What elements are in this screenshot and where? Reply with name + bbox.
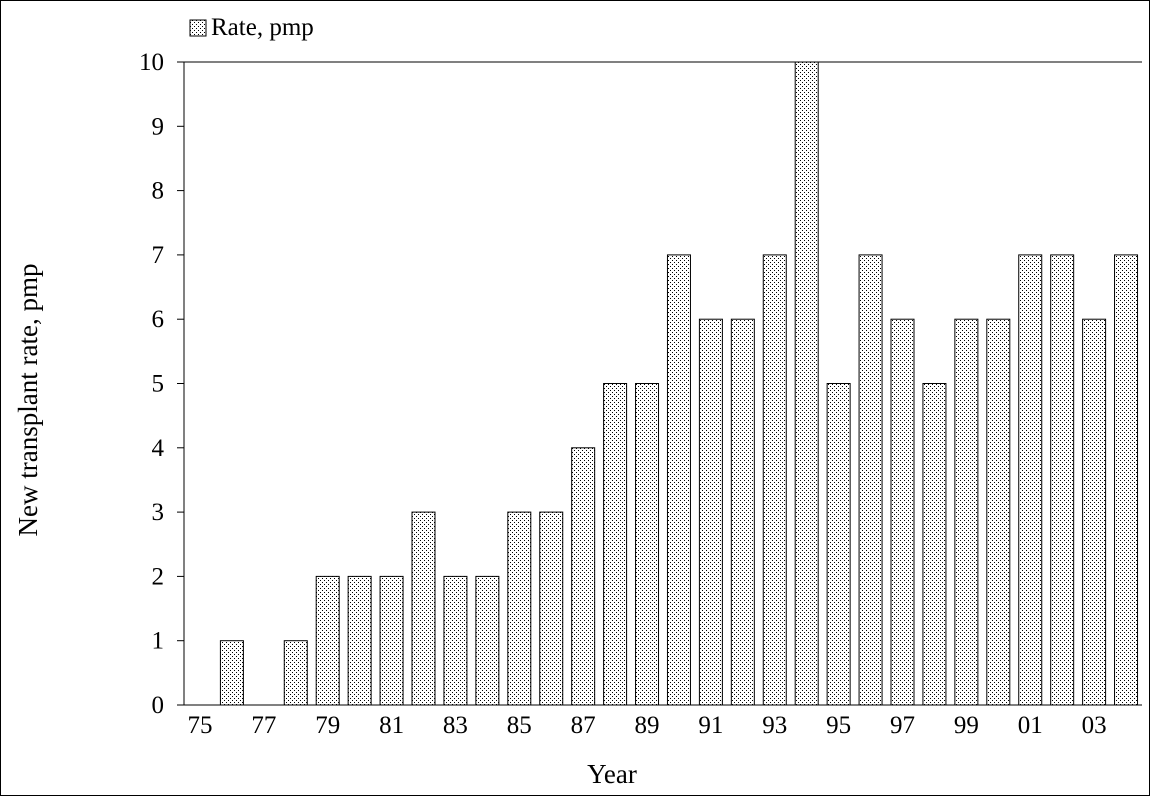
bar <box>1018 254 1043 706</box>
bar <box>539 511 564 706</box>
y-tick-label: 1 <box>152 628 165 655</box>
bar <box>571 447 596 706</box>
y-tick-label: 2 <box>152 563 165 590</box>
y-tick-label: 0 <box>152 692 165 719</box>
bar <box>794 61 819 706</box>
bar <box>1050 254 1075 706</box>
x-tick-label: 81 <box>379 712 404 739</box>
bar <box>379 575 404 706</box>
legend: Rate, pmp <box>189 14 314 41</box>
bar <box>730 318 755 706</box>
x-tick-label: 95 <box>826 712 851 739</box>
x-tick-label: 79 <box>315 712 340 739</box>
x-tick-label: 03 <box>1082 712 1107 739</box>
y-tick-label: 5 <box>152 371 165 398</box>
y-tick-label: 6 <box>152 306 165 333</box>
x-tick-label: 99 <box>954 712 979 739</box>
bar <box>666 254 691 706</box>
x-tick-label: 83 <box>443 712 468 739</box>
y-tick-label: 8 <box>152 178 165 205</box>
x-axis-title: Year <box>587 759 637 789</box>
x-tick-label: 91 <box>698 712 723 739</box>
x-tick-label: 97 <box>890 712 915 739</box>
bar <box>443 575 468 706</box>
bar <box>219 640 244 706</box>
bar <box>635 383 660 706</box>
bar <box>922 383 947 706</box>
y-tick-label: 3 <box>152 499 165 526</box>
bar <box>762 254 787 706</box>
bar <box>507 511 532 706</box>
y-tick-label: 10 <box>139 49 164 76</box>
x-tick-label: 75 <box>187 712 212 739</box>
bar <box>954 318 979 706</box>
y-axis-title: New transplant rate, pmp <box>13 264 43 537</box>
bar <box>603 383 628 706</box>
bar <box>1114 254 1139 706</box>
y-tick-label: 7 <box>152 242 165 269</box>
x-tick-label: 93 <box>762 712 787 739</box>
y-tick-label: 9 <box>152 113 165 140</box>
x-tick-label: 01 <box>1018 712 1043 739</box>
bar <box>890 318 915 706</box>
bar <box>986 318 1011 706</box>
bar <box>475 575 500 706</box>
legend-swatch <box>189 19 207 37</box>
bar <box>858 254 883 706</box>
x-tick-label: 89 <box>635 712 660 739</box>
x-tick-label: 77 <box>251 712 276 739</box>
bar <box>411 511 436 706</box>
bar <box>283 640 308 706</box>
bar <box>826 383 851 706</box>
legend-label: Rate, pmp <box>211 14 314 41</box>
bar <box>698 318 723 706</box>
x-tick-label: 87 <box>571 712 596 739</box>
bar <box>1082 318 1107 706</box>
y-tick-label: 4 <box>152 435 165 462</box>
bar <box>315 575 340 706</box>
bar <box>347 575 372 706</box>
x-tick-label: 85 <box>507 712 532 739</box>
